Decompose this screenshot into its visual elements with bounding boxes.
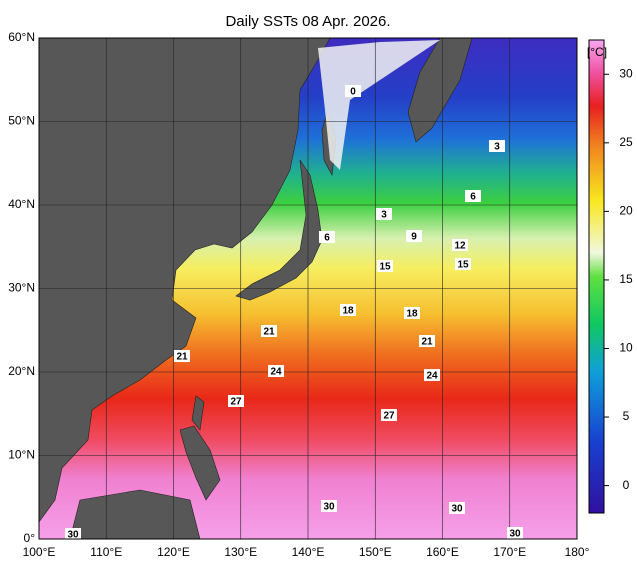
contour-label-box xyxy=(268,365,284,377)
colorbar xyxy=(588,39,605,514)
colorbar-tick-label: 25 xyxy=(619,135,633,149)
graticule xyxy=(39,38,577,539)
contour-labels: 0 3 6 3 6 9 12 15 15 18 18 21 21 21 24 24 27 27 30 30 30 30 xyxy=(65,85,523,541)
contour-label: 3 xyxy=(381,210,387,221)
contour-label: 21 xyxy=(263,327,275,338)
contour-label: 3 xyxy=(494,142,500,153)
colorbar-tick-label: 10 xyxy=(619,341,633,355)
contour-label: 30 xyxy=(451,504,463,515)
lon-label: 160°E xyxy=(426,545,459,559)
contour-label-box xyxy=(465,190,481,202)
land xyxy=(39,38,473,539)
lon-label: 180° xyxy=(565,545,590,559)
lat-label: 60°N xyxy=(8,30,35,44)
sea-ice xyxy=(318,40,440,170)
map-area: 0 3 6 3 6 9 12 15 15 18 18 21 21 21 24 24 27 27 30 30 30 30 xyxy=(39,38,577,541)
contour-label: 21 xyxy=(176,352,188,363)
lat-label: 20°N xyxy=(8,364,35,378)
contour-label-box xyxy=(455,258,471,270)
lat-label: 50°N xyxy=(8,114,35,128)
contour-label-box xyxy=(507,527,523,539)
lon-label: 150°E xyxy=(359,545,392,559)
contour-label-box xyxy=(174,350,190,362)
contour-label: 0 xyxy=(350,87,356,98)
lon-label: 100°E xyxy=(23,545,56,559)
axes: 60°N 50°N 40°N 30°N 20°N 10°N 0°100°E 110°E 120°… xyxy=(8,30,589,559)
colorbar-tick-label: 20 xyxy=(619,204,633,218)
contour-label-box xyxy=(261,325,277,337)
colorbar-ticks: 0 5 10 15 20 25 30 xyxy=(604,66,633,492)
contour-label-box xyxy=(321,500,337,512)
contour-label-box xyxy=(424,369,440,381)
contour-label: 24 xyxy=(270,367,282,378)
contour-label-box xyxy=(449,502,465,514)
lon-label: 130°E xyxy=(224,545,257,559)
lat-label: 40°N xyxy=(8,197,35,211)
contour-label: 30 xyxy=(323,502,335,513)
contour-label: 21 xyxy=(421,337,433,348)
contour-label: 9 xyxy=(411,232,417,243)
contour-label-box xyxy=(406,230,422,242)
contour-label-box xyxy=(228,395,244,407)
contour-label-box xyxy=(404,307,420,319)
contour-label: 18 xyxy=(406,309,418,320)
colorbar-tick-label: 5 xyxy=(623,409,630,423)
colorbar-tick-label: 0 xyxy=(623,478,630,492)
contour-label-box xyxy=(376,208,392,220)
contour-label: 12 xyxy=(454,241,466,252)
contour-label: 6 xyxy=(324,233,330,244)
colorbar-unit: [°C] xyxy=(587,45,607,59)
contour-label-box xyxy=(319,231,335,243)
contour-label: 30 xyxy=(509,529,521,540)
lon-label: 120°E xyxy=(157,545,190,559)
contour-label-box xyxy=(419,335,435,347)
contour-label-box xyxy=(452,239,468,251)
contour-label: 18 xyxy=(342,306,354,317)
contour-label-box xyxy=(377,260,393,272)
lon-label: 170°E xyxy=(493,545,526,559)
contour-label: 27 xyxy=(230,397,242,408)
contour-label: 27 xyxy=(383,411,395,422)
lon-label: 110°E xyxy=(90,545,122,559)
contour-label: 30 xyxy=(67,530,79,541)
contour-label: 15 xyxy=(379,262,391,273)
contour-label: 15 xyxy=(457,260,469,271)
contour-label-box xyxy=(345,85,361,97)
contour-label-box xyxy=(65,528,81,539)
contour-label-box xyxy=(381,409,397,421)
colorbar-tick-label: 15 xyxy=(619,272,633,286)
contour-label: 6 xyxy=(470,192,476,203)
lon-label: 140°E xyxy=(292,545,325,559)
lat-label: 0° xyxy=(24,531,36,545)
contour-label: 24 xyxy=(426,371,438,382)
lat-label: 10°N xyxy=(8,448,35,462)
contour-label-box xyxy=(340,304,356,316)
lat-label: 30°N xyxy=(8,281,35,295)
colorbar-tick-label: 30 xyxy=(619,66,633,80)
map-frame xyxy=(38,37,578,540)
contour-label-box xyxy=(489,140,505,152)
map-title: Daily SSTs 08 Apr. 2026. xyxy=(225,13,390,30)
